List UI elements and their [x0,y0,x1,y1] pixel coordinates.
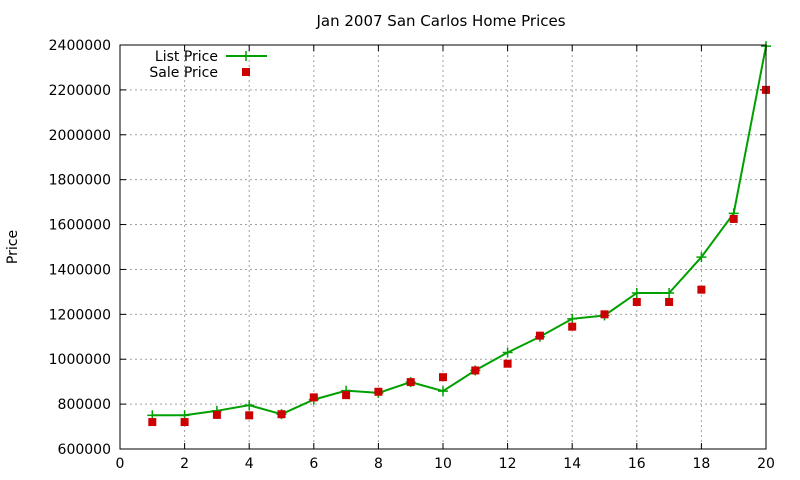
sale-price-point [309,393,318,402]
list-price-line [152,45,767,417]
y-tick-label: 600000 [58,442,111,458]
x-tick-label: 4 [245,456,254,472]
x-tick-label: 6 [309,456,318,472]
x-tick-label: 16 [628,456,646,472]
sale-price-point [374,387,383,396]
sale-price-point [729,214,738,223]
x-tick-label: 8 [374,456,383,472]
legend-swatch-sale-price [242,68,250,76]
sale-price-point [439,373,447,382]
legend-label-sale-price: Sale Price [149,65,218,81]
legend-label-list-price: List Price [155,49,218,65]
x-tick-label: 18 [692,456,710,472]
sale-price-point [535,331,544,340]
y-tick-label: 1000000 [49,352,111,368]
sale-price-point [342,391,351,400]
series-layer [147,41,771,427]
sale-price-point [600,310,609,319]
y-axis-label: Price [5,230,21,264]
axis-ticks: 600000 800000 1000000 1200000 1400000 1600000… [49,38,775,472]
y-tick-label: 1600000 [49,218,111,234]
y-tick-label: 2000000 [49,128,111,144]
sale-price-point [665,297,674,306]
y-tick-label: 1200000 [49,307,111,323]
list-price-point [567,313,578,324]
sale-price-point [406,378,415,387]
sale-price-point [148,418,157,427]
sale-price-point [503,359,512,368]
y-tick-label: 2200000 [49,83,111,99]
x-tick-label: 12 [499,456,517,472]
sale-price-point [471,366,480,375]
x-tick-label: 0 [116,456,125,472]
x-tick-label: 2 [180,456,189,472]
list-price-point [664,288,675,299]
sale-price-point [632,297,641,306]
y-tick-label: 1800000 [49,173,111,189]
x-tick-label: 10 [434,456,452,472]
y-tick-label: 800000 [58,397,111,413]
sale-price-point [212,410,221,419]
sale-price-point [245,411,254,420]
sale-price-point [277,410,286,419]
list-price-point [696,252,707,263]
sale-price-point [568,322,577,331]
y-tick-label: 2400000 [49,38,111,54]
x-tick-label: 20 [757,456,775,472]
chart-title: Jan 2007 San Carlos Home Prices [315,12,565,30]
sale-price-point [697,285,706,294]
list-price-point [244,400,255,411]
plot-frame [119,44,767,450]
list-price-point [631,288,642,299]
grid [120,45,766,449]
legend-swatch-list-price-point [241,51,251,61]
x-tick-label: 14 [563,456,581,472]
list-price-point [438,386,448,397]
sale-price-point [180,418,189,427]
y-tick-label: 1400000 [49,262,111,278]
list-price-point [502,347,513,358]
